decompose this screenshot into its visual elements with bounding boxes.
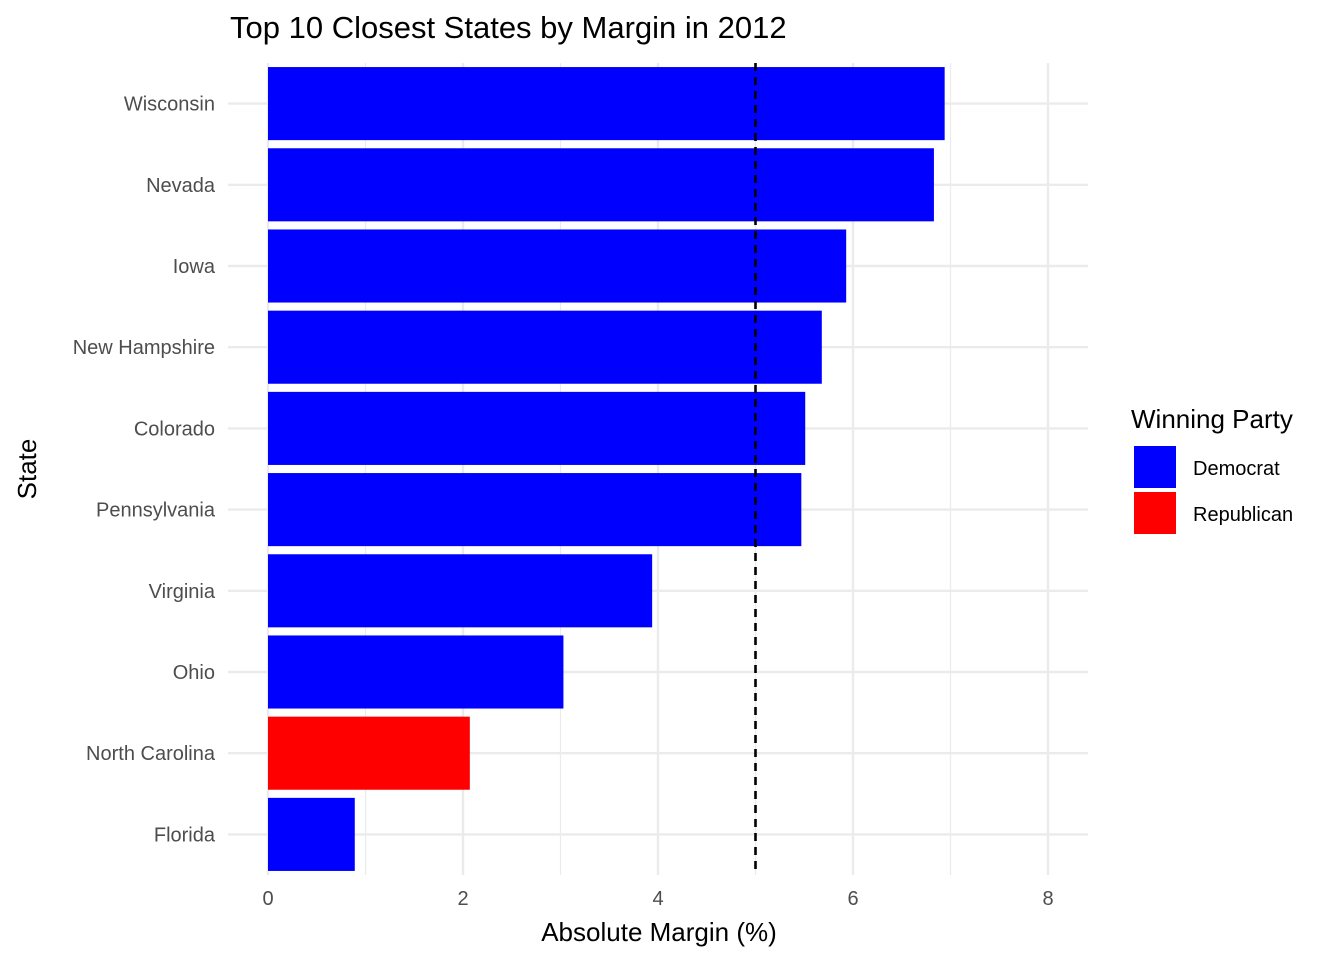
chart-title: Top 10 Closest States by Margin in 2012 — [230, 10, 787, 45]
y-tick-label: New Hampshire — [73, 337, 215, 359]
bar-wisconsin — [268, 67, 945, 141]
legend: Winning Party Democrat Republican — [1131, 404, 1293, 534]
bar-florida — [268, 797, 355, 871]
y-axis-title: State — [12, 439, 42, 500]
bar-nevada — [268, 148, 934, 222]
label-layer: 0 2 4 6 8 Wisconsin Nevada Iowa New Hampshire Col… — [73, 94, 1054, 910]
y-tick-label: Colorado — [134, 418, 215, 440]
bar-virginia — [268, 554, 653, 628]
y-tick-label: Florida — [154, 824, 216, 846]
y-tick-label: Ohio — [173, 662, 215, 684]
y-tick-label: Wisconsin — [124, 94, 215, 116]
y-tick-label: Nevada — [146, 175, 216, 197]
legend-label-democrat: Democrat — [1193, 458, 1280, 480]
bar-north-carolina — [268, 716, 470, 790]
legend-key-democrat — [1134, 446, 1176, 488]
legend-title: Winning Party — [1131, 404, 1293, 434]
y-tick-label: Virginia — [149, 581, 216, 603]
legend-label-republican: Republican — [1193, 504, 1293, 526]
bar-layer — [268, 67, 945, 871]
x-tick-label: 4 — [652, 888, 663, 910]
bar-pennsylvania — [268, 473, 802, 547]
y-tick-label: North Carolina — [86, 743, 216, 765]
x-axis-title: Absolute Margin (%) — [541, 917, 777, 947]
y-tick-label: Pennsylvania — [96, 500, 216, 522]
x-tick-label: 6 — [847, 888, 858, 910]
bar-new-hampshire — [268, 310, 822, 384]
bar-iowa — [268, 229, 847, 303]
y-tick-label: Iowa — [173, 256, 216, 278]
legend-key-republican — [1134, 492, 1176, 534]
legend-items: Democrat Republican — [1134, 446, 1293, 534]
x-tick-label: 0 — [262, 888, 273, 910]
bar-ohio — [268, 635, 564, 709]
bar-colorado — [268, 391, 806, 465]
x-tick-label: 2 — [457, 888, 468, 910]
x-tick-label: 8 — [1042, 888, 1053, 910]
